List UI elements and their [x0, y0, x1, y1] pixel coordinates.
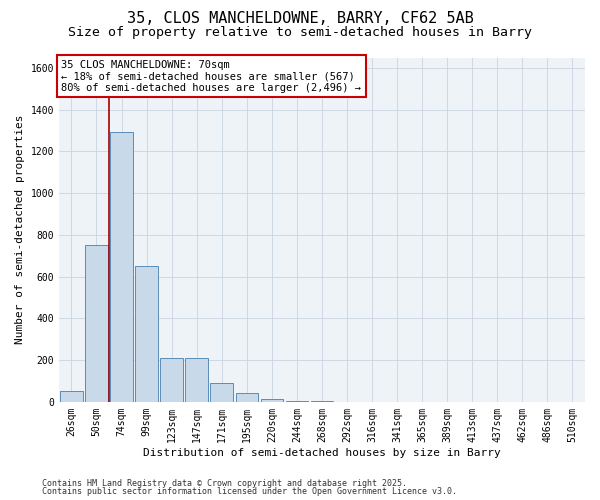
Text: Contains HM Land Registry data © Crown copyright and database right 2025.: Contains HM Land Registry data © Crown c…	[42, 478, 407, 488]
Text: 35 CLOS MANCHELDOWNE: 70sqm
← 18% of semi-detached houses are smaller (567)
80% : 35 CLOS MANCHELDOWNE: 70sqm ← 18% of sem…	[61, 60, 361, 93]
Bar	[60, 391, 83, 402]
Bar	[85, 246, 108, 402]
Bar	[160, 358, 183, 402]
Bar	[286, 401, 308, 402]
Bar	[236, 394, 258, 402]
Text: Size of property relative to semi-detached houses in Barry: Size of property relative to semi-detach…	[68, 26, 532, 39]
X-axis label: Distribution of semi-detached houses by size in Barry: Distribution of semi-detached houses by …	[143, 448, 501, 458]
Bar	[110, 132, 133, 402]
Text: Contains public sector information licensed under the Open Government Licence v3: Contains public sector information licen…	[42, 487, 457, 496]
Bar	[136, 266, 158, 402]
Bar	[260, 398, 283, 402]
Bar	[185, 358, 208, 402]
Y-axis label: Number of semi-detached properties: Number of semi-detached properties	[15, 115, 25, 344]
Text: 35, CLOS MANCHELDOWNE, BARRY, CF62 5AB: 35, CLOS MANCHELDOWNE, BARRY, CF62 5AB	[127, 11, 473, 26]
Bar	[211, 384, 233, 402]
